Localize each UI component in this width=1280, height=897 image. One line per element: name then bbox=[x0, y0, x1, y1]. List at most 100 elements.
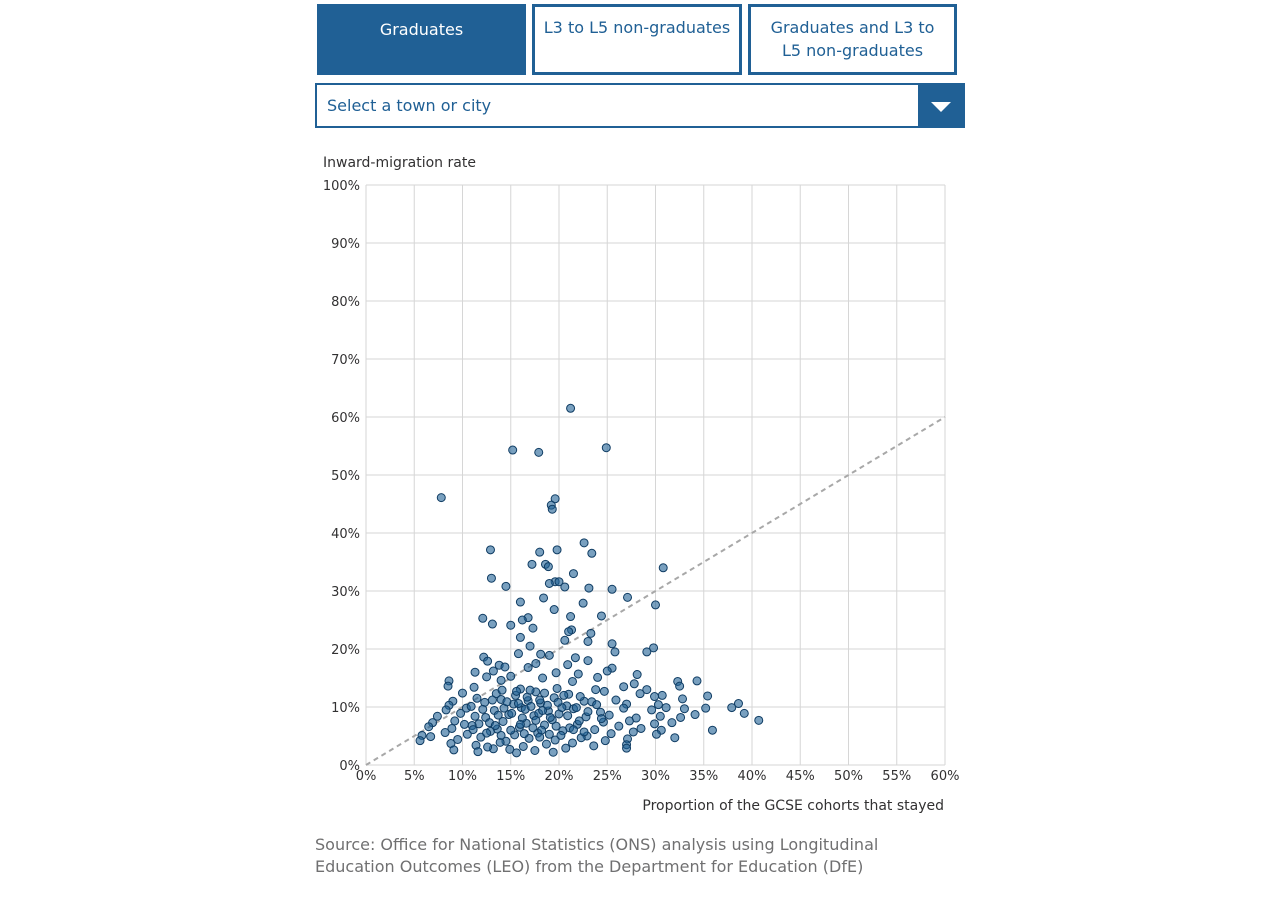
data-point[interactable] bbox=[570, 653, 580, 663]
data-point[interactable] bbox=[485, 545, 495, 555]
data-point[interactable] bbox=[649, 643, 659, 653]
data-point[interactable] bbox=[591, 685, 601, 695]
data-point[interactable] bbox=[596, 714, 606, 724]
data-point[interactable] bbox=[527, 559, 537, 569]
tab-graduates[interactable]: Graduates bbox=[317, 4, 526, 75]
data-point[interactable] bbox=[703, 691, 713, 701]
data-point[interactable] bbox=[496, 675, 506, 685]
data-point[interactable] bbox=[604, 710, 614, 720]
data-point[interactable] bbox=[623, 592, 633, 602]
data-point[interactable] bbox=[635, 689, 645, 699]
data-point[interactable] bbox=[531, 659, 541, 668]
data-point[interactable] bbox=[496, 730, 506, 740]
data-point[interactable] bbox=[534, 447, 544, 457]
data-point[interactable] bbox=[432, 711, 442, 721]
data-point[interactable] bbox=[547, 504, 557, 514]
data-point[interactable] bbox=[539, 593, 549, 603]
data-point[interactable] bbox=[415, 736, 425, 746]
data-point[interactable] bbox=[483, 656, 493, 666]
data-point[interactable] bbox=[601, 443, 611, 453]
data-point[interactable] bbox=[493, 710, 503, 720]
data-point[interactable] bbox=[506, 725, 516, 735]
data-point[interactable] bbox=[508, 445, 518, 455]
data-point[interactable] bbox=[610, 647, 620, 657]
data-point[interactable] bbox=[658, 563, 668, 573]
data-point[interactable] bbox=[675, 681, 685, 691]
data-point[interactable] bbox=[553, 697, 563, 707]
data-point[interactable] bbox=[453, 734, 463, 744]
data-point[interactable] bbox=[506, 620, 516, 630]
data-point[interactable] bbox=[548, 747, 558, 757]
data-point[interactable] bbox=[517, 615, 527, 625]
data-point[interactable] bbox=[545, 712, 555, 722]
data-point[interactable] bbox=[538, 673, 548, 683]
data-point[interactable] bbox=[551, 721, 561, 731]
data-point[interactable] bbox=[574, 716, 584, 726]
data-point[interactable] bbox=[561, 743, 571, 753]
data-point[interactable] bbox=[483, 742, 493, 752]
data-point[interactable] bbox=[544, 650, 554, 660]
data-point[interactable] bbox=[542, 700, 552, 710]
data-point[interactable] bbox=[607, 639, 617, 649]
data-point[interactable] bbox=[552, 545, 562, 555]
data-point[interactable] bbox=[497, 685, 507, 695]
data-point[interactable] bbox=[535, 547, 545, 557]
data-point[interactable] bbox=[619, 703, 629, 713]
data-point[interactable] bbox=[468, 725, 478, 735]
data-point[interactable] bbox=[512, 686, 522, 696]
data-point[interactable] bbox=[526, 701, 536, 711]
data-point[interactable] bbox=[424, 722, 434, 732]
data-point[interactable] bbox=[515, 597, 525, 607]
data-point[interactable] bbox=[518, 741, 528, 751]
data-point[interactable] bbox=[550, 494, 560, 504]
data-point[interactable] bbox=[629, 679, 639, 689]
data-point[interactable] bbox=[447, 723, 457, 733]
data-point[interactable] bbox=[651, 729, 661, 739]
data-point[interactable] bbox=[513, 649, 523, 659]
data-point[interactable] bbox=[579, 538, 589, 548]
data-point[interactable] bbox=[478, 704, 488, 714]
data-point[interactable] bbox=[653, 700, 663, 710]
data-point[interactable] bbox=[733, 699, 743, 709]
data-point[interactable] bbox=[583, 656, 593, 666]
data-point[interactable] bbox=[632, 670, 642, 680]
data-point[interactable] bbox=[554, 577, 564, 587]
data-point[interactable] bbox=[487, 695, 497, 705]
data-point[interactable] bbox=[507, 708, 517, 718]
tab-graduates-and-non-graduates[interactable]: Graduates and L3 to L5 non-graduates bbox=[748, 4, 957, 75]
data-point[interactable] bbox=[543, 562, 553, 572]
data-point[interactable] bbox=[571, 703, 581, 713]
data-point[interactable] bbox=[619, 682, 629, 692]
data-point[interactable] bbox=[560, 582, 570, 592]
data-point[interactable] bbox=[563, 711, 573, 721]
data-point[interactable] bbox=[579, 727, 589, 737]
data-point[interactable] bbox=[670, 733, 680, 743]
data-point[interactable] bbox=[739, 708, 749, 718]
data-point[interactable] bbox=[599, 686, 609, 696]
data-point[interactable] bbox=[525, 641, 535, 651]
data-point[interactable] bbox=[589, 741, 599, 751]
data-point[interactable] bbox=[502, 697, 512, 707]
data-point[interactable] bbox=[611, 695, 621, 705]
data-point[interactable] bbox=[692, 676, 702, 686]
data-point[interactable] bbox=[456, 708, 466, 718]
data-point[interactable] bbox=[679, 704, 689, 714]
data-point[interactable] bbox=[678, 694, 688, 704]
data-point[interactable] bbox=[583, 636, 593, 646]
data-point[interactable] bbox=[568, 676, 578, 686]
data-point[interactable] bbox=[482, 728, 492, 738]
data-point[interactable] bbox=[586, 628, 596, 638]
data-point[interactable] bbox=[556, 730, 566, 740]
data-point[interactable] bbox=[583, 707, 593, 717]
data-point[interactable] bbox=[707, 725, 717, 735]
data-point[interactable] bbox=[470, 667, 480, 677]
data-point[interactable] bbox=[651, 600, 660, 610]
data-point[interactable] bbox=[564, 627, 574, 637]
data-point[interactable] bbox=[622, 743, 632, 753]
data-point[interactable] bbox=[592, 700, 602, 710]
data-point[interactable] bbox=[458, 688, 467, 698]
data-point[interactable] bbox=[528, 723, 538, 733]
data-point[interactable] bbox=[573, 669, 583, 679]
data-point[interactable] bbox=[541, 739, 551, 749]
data-point[interactable] bbox=[550, 735, 560, 745]
